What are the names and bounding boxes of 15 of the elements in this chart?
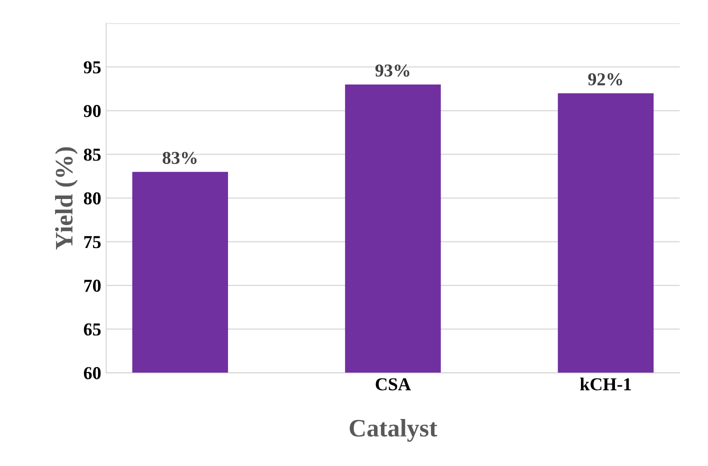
data-label: 93% bbox=[375, 64, 410, 77]
y-tick-label: 80 bbox=[84, 192, 101, 204]
y-tick-label: 60 bbox=[84, 367, 101, 380]
data-label: 92% bbox=[588, 73, 622, 86]
y-tick-label: 90 bbox=[84, 104, 101, 118]
y-tick-label: 65 bbox=[84, 323, 101, 336]
y-tick-label: 85 bbox=[84, 148, 101, 161]
y-axis-title: Yield (%) bbox=[55, 147, 78, 250]
y-tick-label: 70 bbox=[84, 280, 101, 292]
y-tick-label: 75 bbox=[84, 236, 101, 248]
x-axis-title: Catalyst bbox=[350, 419, 438, 442]
data-label: 83% bbox=[162, 152, 197, 164]
y-tick-label: 95 bbox=[84, 61, 101, 74]
x-tick-label: kCH-1 bbox=[580, 378, 631, 390]
x-tick-label: CSA bbox=[376, 378, 411, 390]
